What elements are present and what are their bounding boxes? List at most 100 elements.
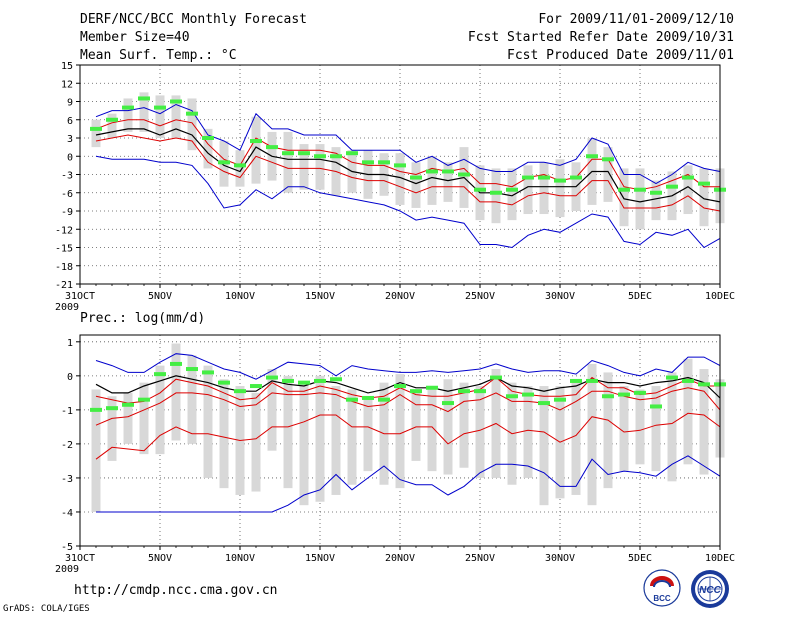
x-tick-label: 31OCT [65,291,95,302]
median-marker [154,105,166,110]
series-line-mean [95,128,721,203]
median-marker [346,397,358,402]
spread-box [651,180,661,221]
median-marker [586,154,598,159]
spread-box [619,168,629,227]
median-marker [474,389,486,394]
median-marker [650,404,662,409]
median-marker [522,175,534,180]
spread-box [251,116,261,184]
spread-box [539,386,549,506]
median-marker [138,397,150,402]
median-marker [106,117,118,122]
spread-box [683,358,693,465]
spread-box [267,369,277,451]
variable-label: Mean Surf. Temp.: °C [80,48,237,63]
spread-box [427,386,437,472]
median-marker [106,406,118,411]
bcc-logo-text: BCC [653,594,671,603]
median-marker [602,157,614,162]
series-line-upper [95,119,720,191]
median-marker [202,136,214,140]
spread-box [507,168,517,221]
spread-box [459,382,469,468]
x-tick-label: 5NOV [148,553,172,564]
median-marker [330,154,342,159]
median-marker [426,385,438,390]
median-marker [458,389,470,394]
spread-box [139,92,149,132]
x-tick-label: 10DEC [705,553,735,564]
median-marker [474,187,486,192]
median-marker [490,375,502,380]
spread-box [155,95,165,138]
median-marker [394,163,406,168]
series-line-max [95,353,721,380]
median-marker [458,172,470,177]
y-tick-label: -3 [61,474,73,485]
spread-box [203,128,213,169]
spread-box [203,365,213,478]
x-tick-label: 10NOV [225,291,255,302]
median-marker [394,384,406,389]
x-tick-label: 30NOV [545,553,575,564]
median-marker [362,395,374,400]
x-tick-label: 20NOV [385,291,415,302]
x-tick-label: 25NOV [465,291,495,302]
y-tick-label: -1 [61,406,73,417]
spread-box [635,389,645,465]
median-marker [202,370,214,375]
spread-box [187,98,197,151]
x-tick-label: 5DEC [628,291,652,302]
y-tick-label: 9 [67,98,73,109]
y-tick-label: -9 [61,207,73,218]
x-tick-label: 15NOV [305,553,335,564]
spread-box [315,375,325,502]
spread-box [395,153,405,205]
x-tick-label: 10DEC [705,291,735,302]
median-marker [570,378,582,383]
y-tick-label: 12 [61,79,73,90]
median-marker [250,384,262,389]
source-url[interactable]: http://cmdp.ncc.cma.gov.cn [74,583,278,598]
median-marker [378,160,390,165]
spread-box [475,386,485,478]
x-tick-label: 31OCT [65,553,95,564]
spread-box [683,165,693,215]
median-marker [682,378,694,383]
median-marker [138,96,150,101]
x-tick-label: 5DEC [628,553,652,564]
series-line-upper [95,376,720,404]
spread-box [347,389,357,485]
y-tick-label: 0 [67,152,73,163]
series-line-low_red [95,412,721,460]
series-line-mean [95,375,721,399]
forecast-period: For 2009/11/01-2009/12/10 [538,12,734,27]
x-tick-label: 10NOV [225,553,255,564]
median-marker [282,378,294,383]
median-marker [602,394,614,399]
spread-box [235,150,245,187]
series-line-min [95,155,721,249]
median-marker [410,389,422,394]
median-marker [250,139,262,144]
y-tick-label: -15 [55,244,73,255]
y-tick-label: -5 [61,542,73,553]
median-marker [186,111,198,116]
median-marker [170,361,182,366]
year-label: 2009 [55,302,79,313]
spread-box [587,363,597,506]
median-marker [650,190,662,195]
y-tick-label: -4 [61,508,73,519]
median-marker [218,380,230,385]
median-marker [618,392,630,397]
spread-box [699,369,709,475]
median-marker [554,397,566,402]
median-marker [442,401,454,406]
x-tick-label: 15NOV [305,291,335,302]
median-marker [698,181,710,186]
y-tick-label: -2 [61,440,73,451]
